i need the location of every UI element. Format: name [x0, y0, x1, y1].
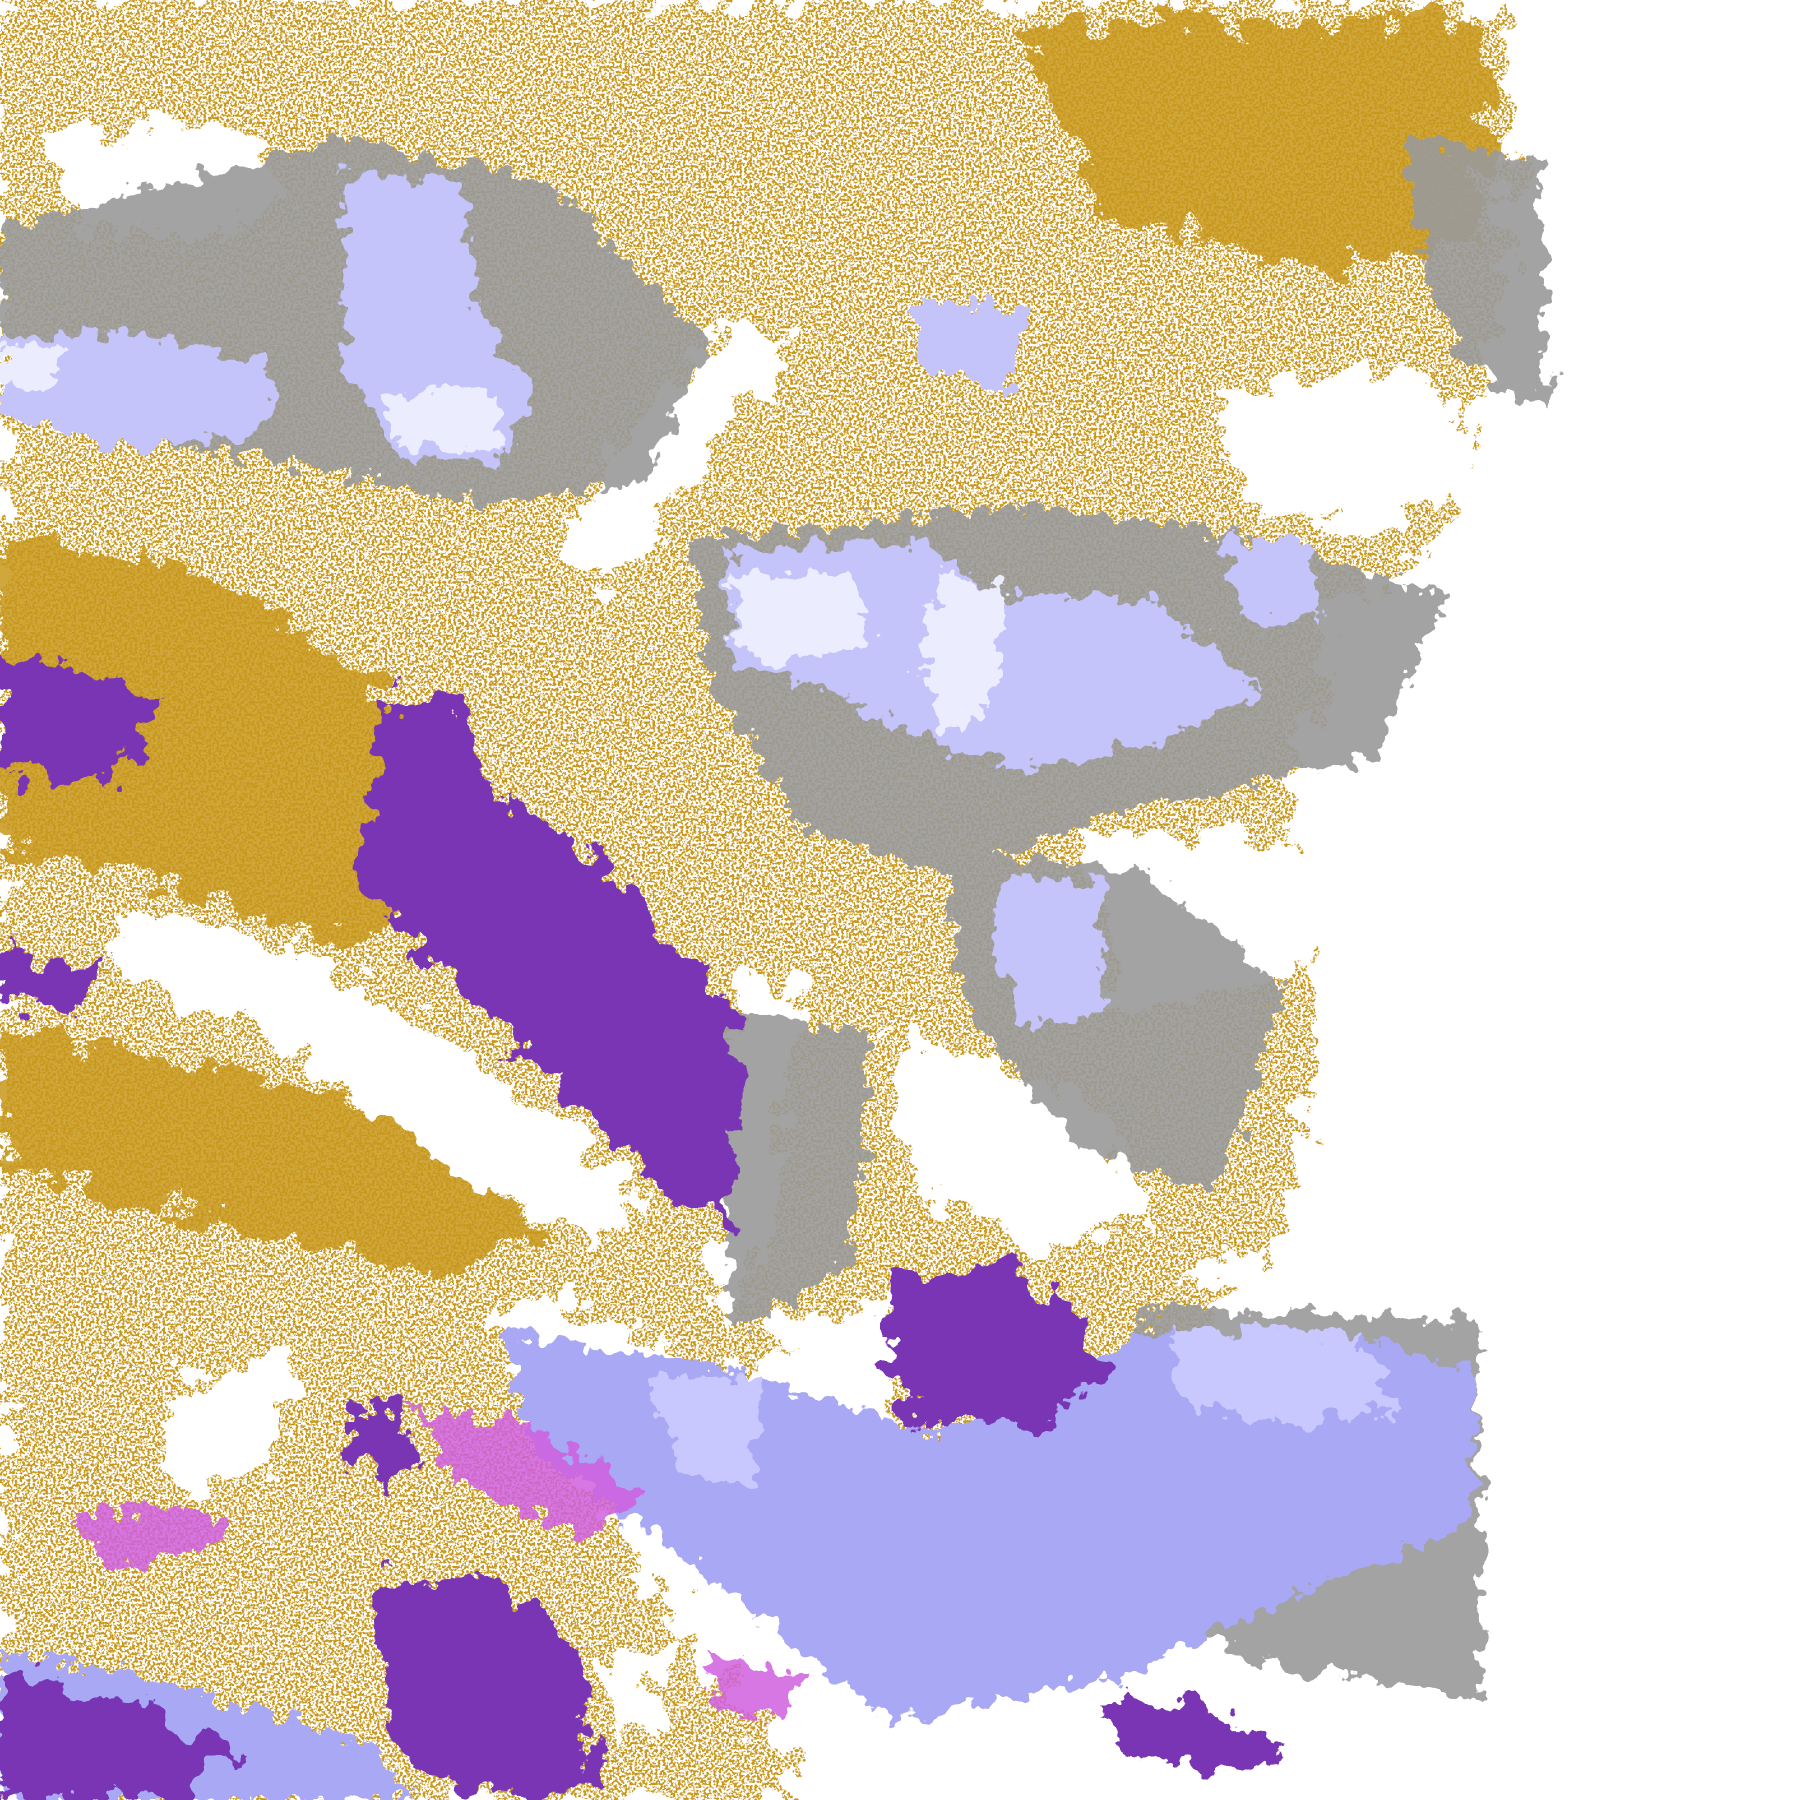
magenta-patch	[711, 1653, 804, 1722]
cloud-top	[0, 332, 276, 448]
magenta-patch	[68, 1503, 230, 1573]
cloud-top	[1216, 539, 1321, 620]
clear-sky	[45, 126, 1516, 1745]
bright-top	[378, 390, 506, 448]
purple-patch	[0, 1676, 230, 1800]
magenta-layer	[68, 1411, 804, 1722]
gap	[103, 906, 643, 1252]
purple-patch	[367, 1584, 597, 1800]
gap	[596, 1653, 666, 1745]
purple-patch	[0, 952, 92, 1011]
purple-patch	[0, 654, 150, 781]
cloud-top	[918, 298, 1034, 391]
bright-top	[918, 573, 1011, 735]
purple-band	[344, 688, 735, 1217]
gray-cloud	[1400, 137, 1550, 414]
gap	[895, 1033, 1148, 1252]
bright-top	[0, 344, 58, 391]
gap	[172, 1354, 299, 1493]
gap	[1320, 596, 1516, 1309]
lavender-streak	[642, 1377, 758, 1481]
bright-top	[734, 573, 873, 666]
purple-layer	[0, 654, 1286, 1800]
gold-band-3	[1010, 22, 1493, 276]
gap	[562, 309, 793, 597]
purple-patch	[344, 1400, 414, 1481]
cloud-top	[344, 172, 529, 460]
gold-band-2	[0, 1033, 540, 1275]
cloud-top	[987, 872, 1103, 1034]
gray-cloud	[711, 1010, 873, 1332]
gap	[1216, 367, 1481, 540]
lavender-streak	[1170, 1331, 1401, 1424]
purple-patch	[1102, 1698, 1286, 1774]
magenta-patch	[413, 1411, 643, 1539]
purple-patch	[883, 1262, 1103, 1424]
bright-layer	[0, 344, 1011, 735]
